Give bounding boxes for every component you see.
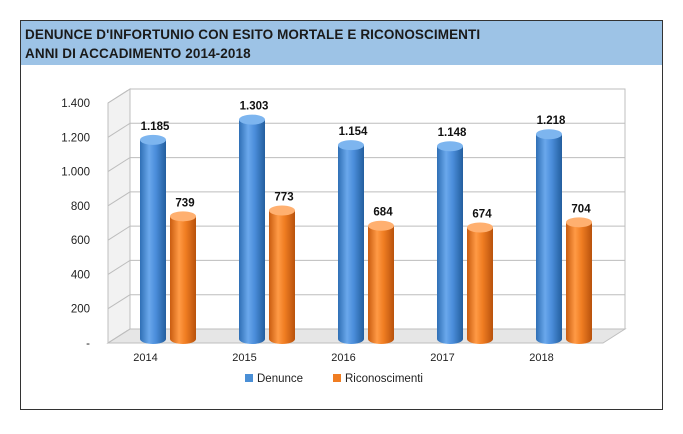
x-tick-label: 2017 (430, 352, 454, 364)
bar-body (140, 139, 166, 344)
side-wall (107, 88, 131, 344)
bar-riconoscimenti-2017: 674 (467, 208, 493, 344)
bar-body (467, 227, 493, 344)
x-axis-ticks: 2014 2015 2016 2017 2018 (133, 352, 553, 364)
bar-top (239, 114, 265, 125)
data-label: 704 (571, 203, 591, 215)
bar-top (467, 222, 493, 233)
bar-top (170, 211, 196, 222)
data-label: 1.148 (438, 127, 467, 139)
y-tick-label: 1.200 (61, 132, 90, 144)
data-label: 1.185 (141, 121, 170, 133)
y-tick-label: 400 (71, 269, 90, 281)
data-label: 684 (373, 207, 393, 219)
bar-body (368, 225, 394, 344)
bar-riconoscimenti-2018: 704 (566, 203, 592, 344)
x-tick-label: 2014 (133, 352, 157, 364)
chart-title-line-1: DENUNCE D'INFORTUNIO CON ESITO MORTALE E… (25, 27, 481, 42)
data-label: 1.218 (537, 115, 566, 127)
bar-riconoscimenti-2015: 773 (269, 191, 295, 344)
gridline (107, 88, 625, 104)
chart-header: DENUNCE D'INFORTUNIO CON ESITO MORTALE E… (21, 21, 662, 65)
bar-denunce-2017: 1.148 (437, 127, 467, 344)
bar-body (170, 216, 196, 344)
y-axis-ticks: - 200 400 600 800 1.000 1.200 1.400 (61, 98, 90, 350)
x-tick-label: 2016 (331, 352, 355, 364)
bar-body (437, 146, 463, 344)
bars: 1.185 739 1.303 773 1.154 684 1.148 674 1.218 704 (140, 101, 592, 344)
bar-top (140, 134, 166, 145)
y-tick-label: 600 (71, 235, 90, 247)
y-tick-label: 1.400 (61, 98, 90, 110)
legend-label-riconoscimenti: Riconoscimenti (345, 373, 423, 385)
y-tick-label: 200 (71, 304, 90, 316)
y-tick-label: - (86, 338, 90, 350)
bar-riconoscimenti-2016: 684 (368, 207, 394, 344)
data-label: 1.303 (240, 101, 269, 113)
x-tick-label: 2015 (232, 352, 256, 364)
legend-label-denunce: Denunce (257, 373, 303, 385)
y-tick-label: 800 (71, 201, 90, 213)
bar-top (269, 205, 295, 216)
bar-riconoscimenti-2014: 739 (170, 197, 196, 344)
bar-top (368, 220, 394, 231)
bar-denunce-2014: 1.185 (140, 121, 170, 344)
data-label: 739 (175, 197, 194, 209)
legend: Denunce Riconoscimenti (245, 373, 423, 385)
bar-body (536, 134, 562, 344)
y-tick-label: 1.000 (61, 167, 90, 179)
data-label: 773 (274, 191, 293, 203)
bar-body (566, 222, 592, 344)
bar-denunce-2016: 1.154 (338, 126, 368, 344)
bar-top (338, 140, 364, 151)
bar-body (269, 210, 295, 344)
chart-title-line-2: ANNI DI ACCADIMENTO 2014-2018 (25, 46, 251, 61)
bar-top (437, 141, 463, 152)
gridline (107, 122, 625, 138)
legend-swatch-riconoscimenti (333, 374, 341, 382)
data-label: 1.154 (339, 126, 368, 138)
bar-body (338, 145, 364, 344)
bar-top (566, 217, 592, 228)
bar-denunce-2018: 1.218 (536, 115, 566, 344)
bar-body (239, 119, 265, 344)
data-label: 674 (472, 208, 492, 220)
x-tick-label: 2018 (529, 352, 553, 364)
bar-denunce-2015: 1.303 (239, 101, 268, 344)
bar-top (536, 129, 562, 140)
legend-swatch-denunce (245, 374, 253, 382)
